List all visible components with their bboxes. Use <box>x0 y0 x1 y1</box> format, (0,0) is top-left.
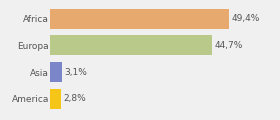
Bar <box>50 62 62 82</box>
Text: 44,7%: 44,7% <box>215 41 243 50</box>
Bar <box>50 89 60 109</box>
Text: 49,4%: 49,4% <box>232 14 260 23</box>
Bar <box>50 9 229 29</box>
Text: 3,1%: 3,1% <box>64 68 87 77</box>
Bar <box>50 35 212 55</box>
Text: 2,8%: 2,8% <box>63 94 86 103</box>
